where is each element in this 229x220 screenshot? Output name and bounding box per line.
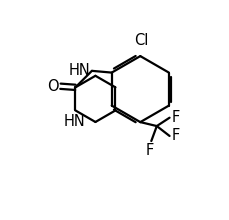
Text: F: F — [171, 110, 179, 125]
Text: O: O — [46, 79, 58, 94]
Text: HN: HN — [63, 114, 85, 129]
Text: Cl: Cl — [133, 33, 147, 48]
Text: HN: HN — [68, 63, 90, 78]
Text: F: F — [145, 143, 153, 158]
Text: F: F — [171, 128, 179, 143]
